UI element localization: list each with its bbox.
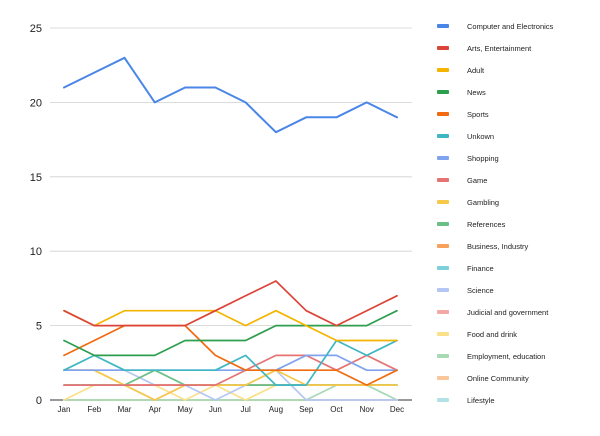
legend-swatch xyxy=(437,222,449,226)
legend-swatch xyxy=(437,332,449,336)
legend-item-arts-entertainment: Arts, Entertainment xyxy=(437,44,532,53)
legend-label: Lifestyle xyxy=(467,396,495,405)
legend-label: Sports xyxy=(467,110,489,119)
legend-swatch xyxy=(437,90,449,94)
series-line-computer-and-electronics xyxy=(63,56,398,134)
legend-label: Adult xyxy=(467,66,485,75)
legend-swatch xyxy=(437,200,449,204)
y-tick-label: 25 xyxy=(30,23,42,35)
legend-item-lifestyle: Lifestyle xyxy=(437,396,495,405)
legend-label: Finance xyxy=(467,264,494,273)
y-tick-label: 5 xyxy=(36,321,42,333)
x-tick-label: Jul xyxy=(241,405,251,414)
series-line-gambling xyxy=(63,369,398,401)
legend-swatch xyxy=(437,134,449,138)
series-lines xyxy=(63,56,398,401)
x-tick-label: Jan xyxy=(58,405,71,414)
legend-label: Food and drink xyxy=(467,330,517,339)
legend-label: Employment, education xyxy=(467,352,545,361)
legend-item-finance: Finance xyxy=(437,264,494,273)
y-tick-label: 15 xyxy=(30,172,42,184)
legend-swatch xyxy=(437,24,449,28)
series-line-sports xyxy=(63,324,398,386)
legend-item-food-and-drink: Food and drink xyxy=(437,330,517,339)
legend-item-sports: Sports xyxy=(437,110,489,119)
x-tick-label: Feb xyxy=(87,405,101,414)
legend-swatch xyxy=(437,178,449,182)
series-line-news xyxy=(63,309,398,357)
legend-item-game: Game xyxy=(437,176,487,185)
legend-item-adult: Adult xyxy=(437,66,485,75)
legend-item-online-community: Online Community xyxy=(437,374,529,383)
legend-label: Gambling xyxy=(467,198,499,207)
legend-item-news: News xyxy=(437,88,486,97)
legend-label: References xyxy=(467,220,506,229)
legend-item-references: References xyxy=(437,220,506,229)
legend-label: Shopping xyxy=(467,154,499,163)
legend-swatch xyxy=(437,112,449,116)
legend-label: Arts, Entertainment xyxy=(467,44,532,53)
legend-label: Judicial and government xyxy=(467,308,549,317)
legend-swatch xyxy=(437,354,449,358)
x-tick-label: Oct xyxy=(330,405,343,414)
legend-swatch xyxy=(437,266,449,270)
x-tick-label: Dec xyxy=(390,405,404,414)
legend-label: News xyxy=(467,88,486,97)
series-line-shopping xyxy=(63,354,398,372)
legend-item-business-industry: Business, Industry xyxy=(437,242,529,251)
x-tick-label: Jun xyxy=(209,405,222,414)
y-tick-label: 10 xyxy=(30,246,42,258)
y-tick-label: 20 xyxy=(30,97,42,109)
legend-item-computer-and-electronics: Computer and Electronics xyxy=(437,22,554,31)
x-tick-label: Nov xyxy=(360,405,374,414)
legend-label: Science xyxy=(467,286,494,295)
y-axis-ticks: 0 5 10 15 20 25 xyxy=(30,23,42,407)
x-axis-ticks: Jan Feb Mar Apr May Jun Jul Aug Sep Oct Nov Dec xyxy=(58,405,405,414)
legend-item-science: Science xyxy=(437,286,494,295)
legend-item-judicial-and-government: Judicial and government xyxy=(437,308,549,317)
legend-label: Game xyxy=(467,176,487,185)
grid-lines xyxy=(50,27,412,401)
legend-item-unkown: Unkown xyxy=(437,132,494,141)
legend-item-employment-education: Employment, education xyxy=(437,352,545,361)
legend: Computer and Electronics Arts, Entertainm… xyxy=(437,22,554,405)
legend-item-gambling: Gambling xyxy=(437,198,499,207)
legend-item-shopping: Shopping xyxy=(437,154,499,163)
legend-label: Computer and Electronics xyxy=(467,22,554,31)
legend-swatch xyxy=(437,68,449,72)
legend-swatch xyxy=(437,288,449,292)
x-tick-label: Aug xyxy=(269,405,283,414)
series-line-adult xyxy=(63,309,398,342)
x-tick-label: May xyxy=(178,405,193,414)
legend-label: Unkown xyxy=(467,132,494,141)
x-tick-label: Apr xyxy=(149,405,162,414)
legend-label: Online Community xyxy=(467,374,529,383)
legend-swatch xyxy=(437,244,449,248)
legend-label: Business, Industry xyxy=(467,242,529,251)
legend-swatch xyxy=(437,46,449,50)
legend-swatch xyxy=(437,156,449,160)
legend-swatch xyxy=(437,310,449,314)
x-tick-label: Mar xyxy=(118,405,132,414)
series-line-game xyxy=(63,354,398,386)
x-tick-label: Sep xyxy=(299,405,314,414)
legend-swatch xyxy=(437,398,449,402)
series-line-arts-entertainment xyxy=(63,280,398,327)
y-tick-label: 0 xyxy=(36,395,42,407)
legend-swatch xyxy=(437,376,449,380)
